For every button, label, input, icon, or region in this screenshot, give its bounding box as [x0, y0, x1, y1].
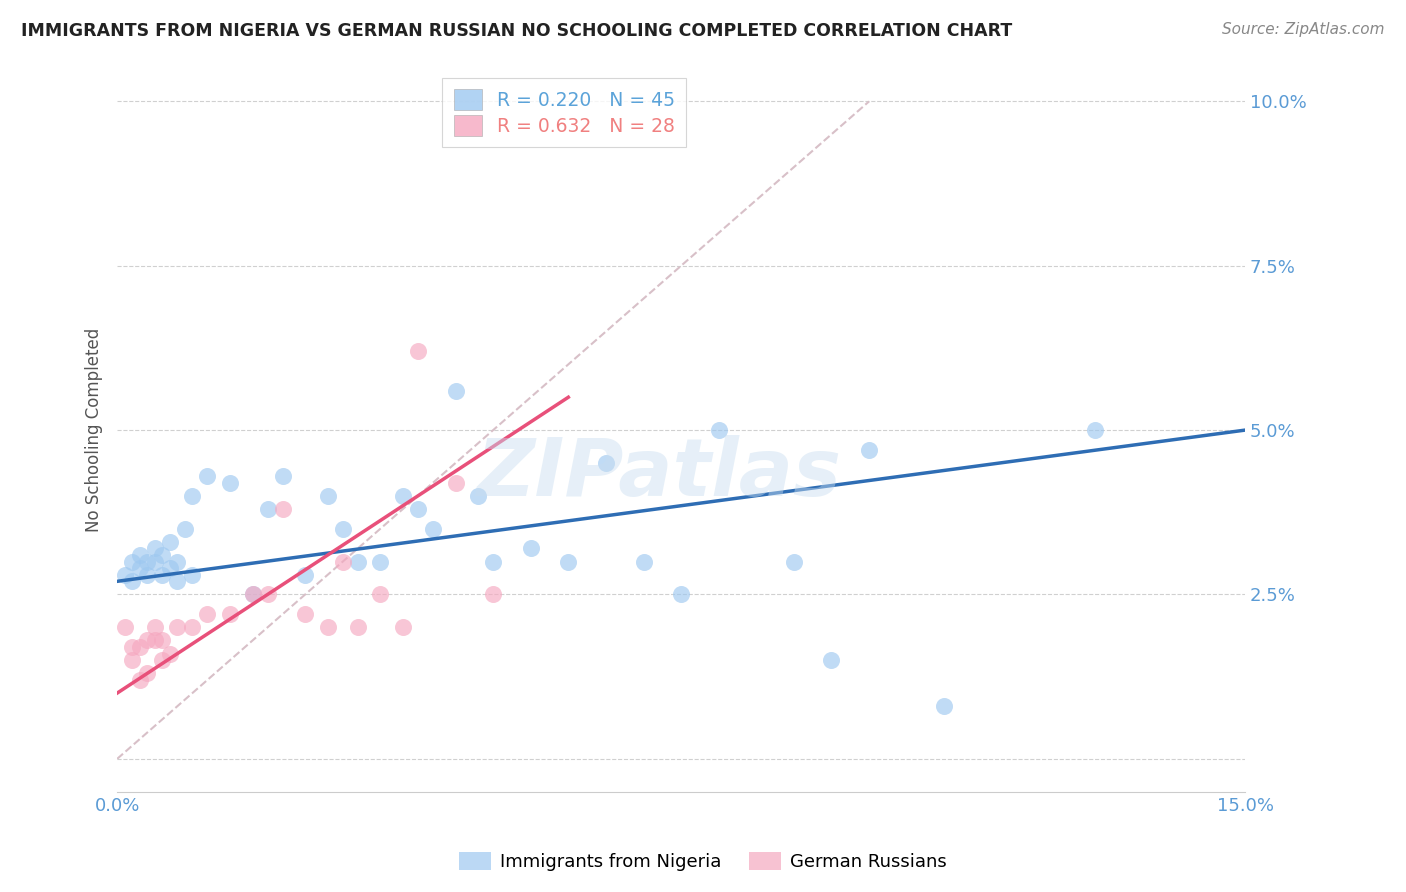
Point: [256, 502, 278, 516]
Point: [150, 653, 173, 667]
Point: [128, 673, 150, 687]
Point: [332, 522, 354, 536]
Point: [121, 653, 143, 667]
Point: [114, 620, 136, 634]
Point: [197, 607, 219, 622]
Point: [406, 502, 429, 516]
Point: [136, 633, 159, 648]
Point: [370, 587, 392, 601]
Point: [482, 587, 505, 601]
Point: [166, 555, 188, 569]
Point: [121, 640, 143, 654]
Text: Source: ZipAtlas.com: Source: ZipAtlas.com: [1222, 22, 1385, 37]
Point: [128, 640, 150, 654]
Point: [934, 699, 956, 714]
Point: [444, 384, 467, 398]
Y-axis label: No Schooling Completed: No Schooling Completed: [86, 328, 103, 533]
Point: [114, 567, 136, 582]
Point: [150, 548, 173, 562]
Point: [467, 489, 489, 503]
Point: [242, 587, 264, 601]
Point: [166, 620, 188, 634]
Point: [121, 574, 143, 589]
Point: [181, 489, 204, 503]
Point: [219, 607, 242, 622]
Point: [422, 522, 444, 536]
Point: [707, 423, 730, 437]
Point: [197, 469, 219, 483]
Point: [219, 475, 242, 490]
Text: IMMIGRANTS FROM NIGERIA VS GERMAN RUSSIAN NO SCHOOLING COMPLETED CORRELATION CHA: IMMIGRANTS FROM NIGERIA VS GERMAN RUSSIA…: [21, 22, 1012, 40]
Point: [332, 555, 354, 569]
Point: [316, 489, 339, 503]
Point: [181, 567, 204, 582]
Point: [346, 620, 368, 634]
Point: [159, 534, 181, 549]
Point: [150, 633, 173, 648]
Point: [173, 522, 195, 536]
Point: [256, 587, 278, 601]
Point: [406, 344, 429, 359]
Point: [136, 666, 159, 681]
Text: ZIPatlas: ZIPatlas: [477, 434, 841, 513]
Point: [166, 574, 188, 589]
Point: [294, 607, 316, 622]
Point: [858, 442, 880, 457]
Point: [128, 548, 150, 562]
Point: [392, 489, 415, 503]
Point: [444, 475, 467, 490]
Point: [143, 555, 166, 569]
Legend: R = 0.220   N = 45, R = 0.632   N = 28: R = 0.220 N = 45, R = 0.632 N = 28: [443, 78, 686, 147]
Point: [121, 555, 143, 569]
Point: [181, 620, 204, 634]
Point: [557, 555, 579, 569]
Point: [820, 653, 842, 667]
Point: [128, 561, 150, 575]
Point: [1084, 423, 1107, 437]
Point: [143, 541, 166, 556]
Point: [150, 567, 173, 582]
Point: [519, 541, 541, 556]
Point: [370, 555, 392, 569]
Point: [143, 620, 166, 634]
Point: [159, 647, 181, 661]
Point: [143, 633, 166, 648]
Point: [346, 555, 368, 569]
Point: [136, 567, 159, 582]
Point: [392, 620, 415, 634]
Point: [595, 456, 617, 470]
Point: [271, 502, 294, 516]
Point: [669, 587, 692, 601]
Point: [783, 555, 806, 569]
Point: [242, 587, 264, 601]
Point: [482, 555, 505, 569]
Point: [294, 567, 316, 582]
Point: [316, 620, 339, 634]
Point: [159, 561, 181, 575]
Point: [136, 555, 159, 569]
Point: [271, 469, 294, 483]
Legend: Immigrants from Nigeria, German Russians: Immigrants from Nigeria, German Russians: [451, 845, 955, 879]
Point: [633, 555, 655, 569]
